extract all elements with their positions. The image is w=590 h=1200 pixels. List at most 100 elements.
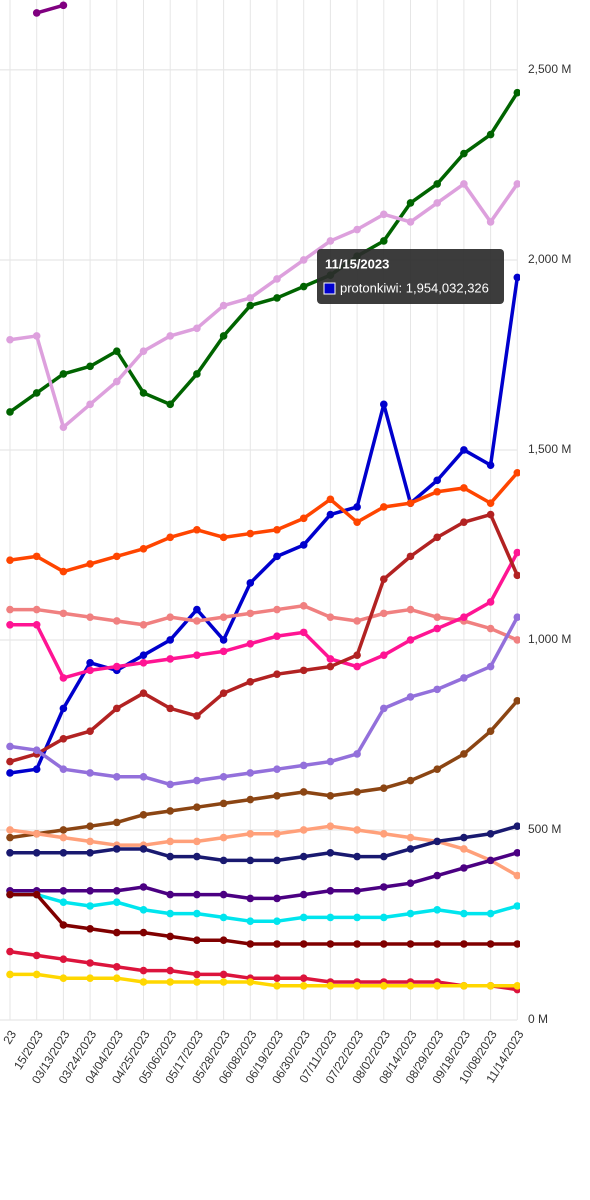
data-point [513, 468, 520, 477]
data-point [406, 218, 415, 226]
data-point [460, 446, 468, 454]
data-point [433, 837, 442, 846]
data-point [299, 666, 308, 675]
data-point [6, 556, 14, 564]
data-point [139, 544, 148, 553]
data-point [166, 780, 174, 789]
data-point [380, 784, 388, 792]
data-point [273, 670, 281, 678]
data-point [86, 959, 94, 967]
data-point [299, 913, 308, 922]
data-point [6, 947, 14, 956]
data-point [486, 727, 495, 735]
data-point [460, 518, 468, 526]
data-point [113, 377, 121, 386]
data-point [486, 461, 495, 469]
data-point [380, 913, 388, 922]
data-point [299, 256, 308, 264]
data-point [86, 400, 94, 409]
data-point [460, 149, 468, 158]
data-point [193, 605, 201, 614]
data-point [460, 750, 468, 758]
data-point [433, 940, 442, 948]
data-point [166, 613, 174, 621]
data-point [6, 605, 14, 614]
series-line [8, 91, 519, 414]
data-point [299, 761, 308, 770]
data-point [6, 970, 14, 979]
data-point [219, 856, 228, 865]
data-point [219, 533, 228, 542]
data-point [433, 199, 442, 207]
data-point [246, 677, 255, 686]
data-point [246, 829, 255, 838]
data-point [353, 225, 361, 234]
data-point [166, 978, 174, 986]
data-point [353, 940, 361, 948]
data-point [460, 845, 468, 853]
data-point [406, 199, 415, 207]
data-point [139, 810, 148, 819]
data-point [32, 9, 41, 17]
data-point [299, 601, 308, 610]
data-point [406, 845, 415, 853]
data-point [219, 636, 228, 644]
data-point [273, 894, 281, 903]
data-point [32, 605, 41, 614]
data-point [246, 639, 255, 648]
data-point [113, 974, 121, 982]
data-point [433, 685, 442, 694]
series-line [9, 949, 518, 992]
data-point [6, 757, 14, 766]
data-point [113, 772, 121, 781]
data-point [166, 932, 174, 941]
data-point [219, 833, 228, 842]
data-point [219, 647, 228, 656]
y-tick-label: 2,000 M [528, 252, 571, 266]
data-point [32, 848, 41, 857]
data-point [406, 909, 415, 918]
data-point [406, 499, 415, 507]
data-point [353, 886, 361, 895]
data-point [246, 856, 255, 865]
data-point [166, 636, 174, 644]
data-point [486, 662, 495, 671]
data-point [353, 662, 361, 671]
data-point [380, 852, 388, 861]
data-point [299, 628, 308, 637]
data-point [460, 940, 468, 948]
data-point [513, 822, 520, 830]
data-point [59, 974, 68, 982]
data-point [219, 970, 228, 979]
data-point [486, 940, 495, 948]
data-point [299, 788, 308, 796]
data-point [59, 609, 68, 618]
data-point [406, 833, 415, 842]
data-point [299, 852, 308, 861]
series-line [9, 699, 519, 840]
data-point [433, 765, 442, 773]
data-point [433, 533, 442, 542]
data-point [326, 848, 335, 857]
data-point [460, 909, 468, 918]
data-point [139, 978, 148, 986]
data-point [406, 776, 415, 785]
data-point [86, 886, 94, 895]
data-point [219, 772, 228, 781]
data-point [326, 757, 335, 766]
data-point [380, 829, 388, 838]
data-point [513, 548, 520, 557]
data-point [433, 613, 442, 621]
data-point [219, 936, 228, 944]
data-point [326, 791, 335, 800]
data-point [513, 940, 520, 948]
data-point [406, 636, 415, 644]
data-point [139, 928, 148, 937]
data-point [486, 598, 495, 606]
data-point [433, 871, 442, 880]
data-point [59, 765, 68, 773]
data-point [166, 400, 174, 409]
data-point [486, 981, 495, 990]
data-point [113, 962, 121, 971]
data-point [406, 940, 415, 948]
